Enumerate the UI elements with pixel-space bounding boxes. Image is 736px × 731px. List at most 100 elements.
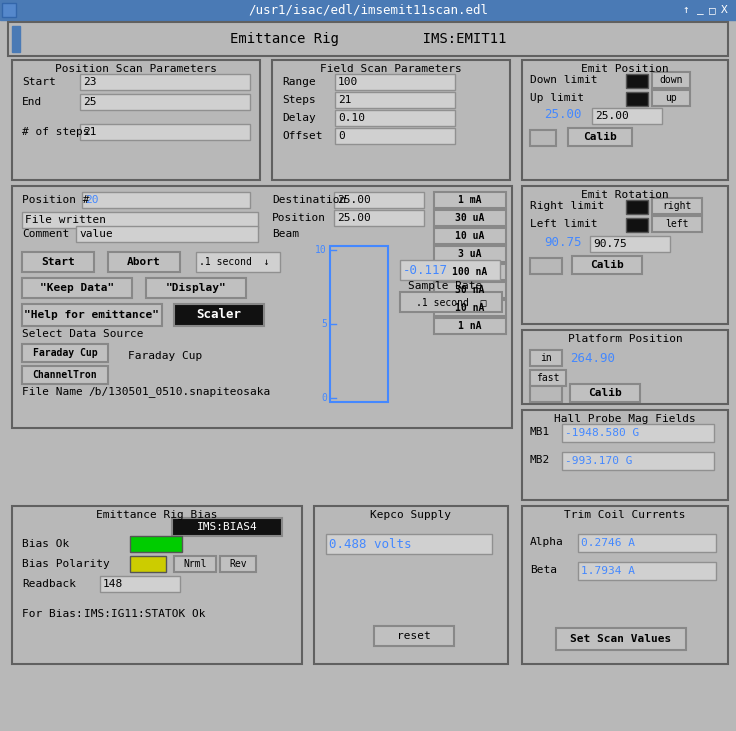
Bar bbox=[626, 218, 648, 232]
Bar bbox=[434, 264, 506, 280]
Text: Emit Position: Emit Position bbox=[581, 64, 669, 74]
Text: Beta: Beta bbox=[530, 565, 557, 575]
Text: Start: Start bbox=[22, 77, 56, 87]
Text: X: X bbox=[721, 5, 727, 15]
Bar bbox=[335, 110, 455, 126]
Text: IMS:IG11:STATOK Ok: IMS:IG11:STATOK Ok bbox=[84, 609, 205, 619]
Bar bbox=[652, 216, 702, 232]
Text: End: End bbox=[22, 97, 42, 107]
Text: 25: 25 bbox=[83, 97, 96, 107]
Text: .1 second  ↓: .1 second ↓ bbox=[199, 257, 269, 267]
Text: Hall Probe Mag Fields: Hall Probe Mag Fields bbox=[554, 414, 696, 424]
Text: 30 nA: 30 nA bbox=[456, 285, 485, 295]
Text: Position: Position bbox=[272, 213, 326, 223]
Text: Set Scan Values: Set Scan Values bbox=[570, 634, 672, 644]
Bar bbox=[400, 260, 500, 280]
Bar bbox=[22, 344, 108, 362]
Text: fast: fast bbox=[537, 373, 560, 383]
Text: Nrml: Nrml bbox=[183, 559, 207, 569]
Text: 3 uA: 3 uA bbox=[459, 249, 482, 259]
Text: Steps: Steps bbox=[282, 95, 316, 105]
Bar bbox=[80, 74, 250, 90]
Text: 148: 148 bbox=[103, 579, 123, 589]
Bar bbox=[108, 252, 180, 272]
Text: Readback: Readback bbox=[22, 579, 76, 589]
Text: 30 uA: 30 uA bbox=[456, 213, 485, 223]
Bar bbox=[22, 366, 108, 384]
Bar bbox=[0, 0, 736, 20]
Text: /b/130501_0510.snapiteosaka: /b/130501_0510.snapiteosaka bbox=[88, 387, 270, 398]
Bar bbox=[174, 556, 216, 572]
Text: left: left bbox=[665, 219, 689, 229]
Bar bbox=[76, 226, 258, 242]
Bar bbox=[434, 246, 506, 262]
Bar bbox=[626, 200, 648, 214]
Bar bbox=[626, 92, 648, 106]
Bar bbox=[652, 72, 690, 88]
Bar bbox=[22, 304, 162, 326]
Text: Start: Start bbox=[41, 257, 75, 267]
Text: value: value bbox=[79, 229, 113, 239]
Bar bbox=[434, 192, 506, 208]
Text: IMS:BIAS4: IMS:BIAS4 bbox=[197, 522, 258, 532]
Text: Range: Range bbox=[282, 77, 316, 87]
Bar bbox=[562, 452, 714, 470]
Text: Faraday Cup: Faraday Cup bbox=[128, 351, 202, 361]
Text: Select Data Source: Select Data Source bbox=[22, 329, 144, 339]
Text: Calib: Calib bbox=[590, 260, 624, 270]
Bar bbox=[434, 318, 506, 334]
Text: For Bias:: For Bias: bbox=[22, 609, 82, 619]
Text: 10: 10 bbox=[315, 245, 327, 255]
Text: "Display": "Display" bbox=[166, 283, 227, 293]
Text: 10 nA: 10 nA bbox=[456, 303, 485, 313]
Bar bbox=[572, 256, 642, 274]
Bar bbox=[130, 556, 166, 572]
Text: □: □ bbox=[709, 5, 715, 15]
Bar bbox=[578, 534, 716, 552]
Bar bbox=[522, 506, 728, 664]
Bar bbox=[146, 278, 246, 298]
Text: right: right bbox=[662, 201, 692, 211]
Text: -0.117: -0.117 bbox=[403, 263, 448, 276]
Text: Field Scan Parameters: Field Scan Parameters bbox=[320, 64, 462, 74]
Text: # of steps: # of steps bbox=[22, 127, 90, 137]
Bar bbox=[334, 192, 424, 208]
Bar bbox=[374, 626, 454, 646]
Text: up: up bbox=[665, 93, 677, 103]
Bar bbox=[434, 210, 506, 226]
Bar bbox=[100, 576, 180, 592]
Bar bbox=[530, 130, 556, 146]
Bar bbox=[196, 252, 280, 272]
Text: Calib: Calib bbox=[588, 388, 622, 398]
Bar bbox=[82, 192, 250, 208]
Bar bbox=[12, 60, 260, 180]
Text: .1 second  □: .1 second □ bbox=[416, 297, 486, 307]
Text: Bias Ok: Bias Ok bbox=[22, 539, 69, 549]
Text: reset: reset bbox=[397, 631, 431, 641]
Text: 0.488 volts: 0.488 volts bbox=[329, 537, 411, 550]
Bar bbox=[530, 350, 562, 366]
Text: 5: 5 bbox=[321, 319, 327, 329]
Bar bbox=[652, 90, 690, 106]
Bar bbox=[314, 506, 508, 664]
Text: MB2: MB2 bbox=[530, 455, 551, 465]
Text: File written: File written bbox=[25, 215, 106, 225]
Text: Calib: Calib bbox=[583, 132, 617, 142]
Text: Position Scan Parameters: Position Scan Parameters bbox=[55, 64, 217, 74]
Text: Scaler: Scaler bbox=[197, 308, 241, 322]
Bar bbox=[130, 536, 182, 552]
Text: "Keep Data": "Keep Data" bbox=[40, 283, 114, 293]
Text: Emit Rotation: Emit Rotation bbox=[581, 190, 669, 200]
Bar bbox=[590, 236, 670, 252]
Bar bbox=[530, 386, 562, 402]
Bar bbox=[578, 562, 716, 580]
Text: 20: 20 bbox=[85, 195, 99, 205]
Text: 1 mA: 1 mA bbox=[459, 195, 482, 205]
Text: down: down bbox=[659, 75, 683, 85]
Bar bbox=[334, 210, 424, 226]
Bar bbox=[335, 74, 455, 90]
Text: 0: 0 bbox=[321, 393, 327, 403]
Text: 23: 23 bbox=[83, 77, 96, 87]
Text: 100 nA: 100 nA bbox=[453, 267, 488, 277]
Text: 90.75: 90.75 bbox=[593, 239, 627, 249]
